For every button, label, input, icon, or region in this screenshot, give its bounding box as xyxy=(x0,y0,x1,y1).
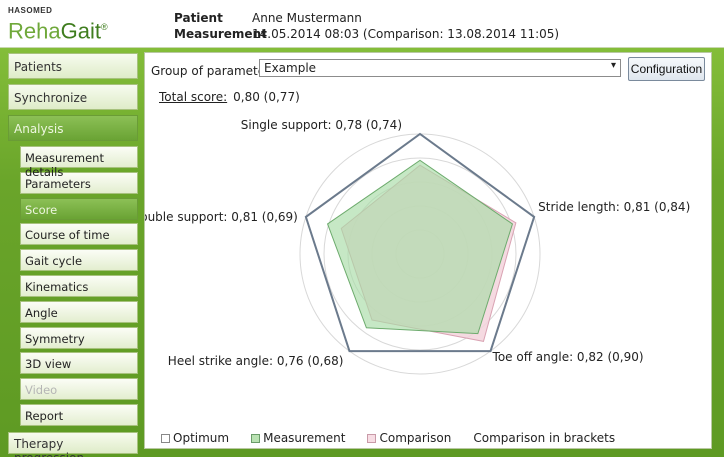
series-measurement xyxy=(326,159,514,335)
brand-name-part2: Gait xyxy=(60,18,101,44)
analysis-submenu: Measurement details Parameters Score Cou… xyxy=(20,146,138,426)
radar-chart: Stride length: 0,81 (0,84) Toe off angle:… xyxy=(145,118,690,375)
sidebar: Patients Synchronize Analysis Measuremen… xyxy=(8,53,138,430)
nav-score[interactable]: Score xyxy=(20,197,138,220)
score-panel: Group of parameters Example ▾ Configurat… xyxy=(144,52,712,449)
group-of-parameters-select[interactable]: Example ▾ xyxy=(259,59,621,77)
chart-legend: Optimum Measurement Comparison Compariso… xyxy=(161,431,615,445)
legend-optimum: Optimum xyxy=(161,431,229,445)
brand-company: HASOMED xyxy=(8,6,53,15)
nav-report[interactable]: Report xyxy=(20,403,138,426)
nav-gait-cycle[interactable]: Gait cycle xyxy=(20,249,138,272)
legend-note-label: Comparison in brackets xyxy=(473,431,616,445)
nav-3d-view[interactable]: 3D view xyxy=(20,352,138,375)
total-score: Total score: 0,80 (0,77) xyxy=(159,90,300,104)
measurement-label: Measurement xyxy=(174,27,267,41)
nav-patients[interactable]: Patients xyxy=(8,53,138,79)
nav-angle[interactable]: Angle xyxy=(20,300,138,323)
nav-analysis[interactable]: Analysis xyxy=(8,115,138,141)
brand-mark: ® xyxy=(100,22,108,32)
nav-therapy-progression[interactable]: Therapy progression xyxy=(8,432,138,457)
legend-swatch-optimum xyxy=(161,433,170,443)
nav-course-of-time[interactable]: Course of time xyxy=(20,223,138,246)
legend-measurement: Measurement xyxy=(251,431,345,445)
total-score-label[interactable]: Total score: xyxy=(159,90,228,104)
axis-label-double-support: Double support: 0,81 (0,69) xyxy=(145,210,298,224)
group-of-parameters-value: Example xyxy=(264,61,317,75)
grid-ring-4 xyxy=(323,157,517,351)
app-header: HASOMED RehaGait® Patient Anne Mustermann… xyxy=(0,0,724,48)
measurement-value: 14.05.2014 08:03 (Comparison: 13.08.2014… xyxy=(252,27,560,41)
group-of-parameters-label: Group of parameters xyxy=(151,64,277,78)
axis-label-single-support: Single support: 0,78 (0,74) xyxy=(241,118,402,132)
nav-measurement-details[interactable]: Measurement details xyxy=(20,146,138,179)
legend-measurement-label: Measurement xyxy=(263,431,346,445)
nav-parameters[interactable]: Parameters xyxy=(20,171,138,194)
brand-name-part1: Reha xyxy=(8,18,61,44)
app-logo: HASOMED RehaGait® xyxy=(8,6,108,42)
nav-synchronize[interactable]: Synchronize xyxy=(8,84,138,110)
patient-label: Patient xyxy=(174,11,223,25)
legend-optimum-label: Optimum xyxy=(173,431,230,445)
configuration-button[interactable]: Configuration xyxy=(628,57,705,81)
patient-info: Patient Anne Mustermann Measurement 14.05.… xyxy=(174,10,559,42)
brand-name: RehaGait® xyxy=(8,16,108,42)
series-optimum xyxy=(304,132,536,353)
dropdown-caret-icon: ▾ xyxy=(610,60,616,71)
patient-value: Anne Mustermann xyxy=(252,11,362,25)
axis-label-heel-strike-angle: Heel strike angle: 0,76 (0,68) xyxy=(168,354,344,368)
legend-comparison: Comparison xyxy=(367,431,451,445)
legend-swatch-measurement xyxy=(251,433,261,443)
nav-symmetry[interactable]: Symmetry xyxy=(20,326,138,349)
nav-kinematics[interactable]: Kinematics xyxy=(20,274,138,297)
axis-label-stride-length: Stride length: 0,81 (0,84) xyxy=(538,200,690,214)
legend-swatch-comparison xyxy=(367,433,377,443)
total-score-value: 0,80 (0,77) xyxy=(233,90,300,104)
legend-comparison-label: Comparison xyxy=(379,431,452,445)
nav-video: Video xyxy=(20,378,138,401)
legend-note: Comparison in brackets xyxy=(473,431,615,445)
axis-label-toe-off-angle: Toe off angle: 0,82 (0,90) xyxy=(492,350,644,364)
